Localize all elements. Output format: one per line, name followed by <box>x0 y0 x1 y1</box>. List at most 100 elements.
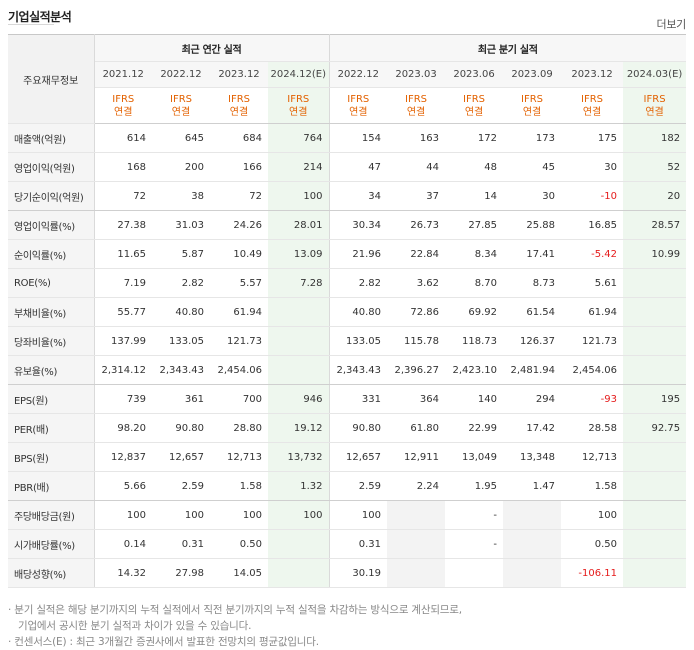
ifrs-badge: IFRS 연결 <box>623 87 687 124</box>
value-cell: 700 <box>210 384 268 414</box>
value-cell: 14.32 <box>94 558 152 588</box>
value-cell: - <box>445 529 504 559</box>
row-label: 시가배당률(%) <box>8 529 95 559</box>
value-cell: 40.80 <box>329 297 388 327</box>
value-cell: 739 <box>94 384 152 414</box>
period-header: 2021.12 <box>94 61 152 88</box>
period-header: 2024.03(E) <box>623 61 687 88</box>
value-cell: 98.20 <box>94 413 152 443</box>
value-cell: 1.95 <box>445 471 504 501</box>
value-cell: 0.50 <box>210 529 268 559</box>
value-cell <box>503 529 562 559</box>
table-row: 당좌비율(%) 137.99 133.05 121.73 133.05 115.78 118… <box>8 326 687 356</box>
value-cell: 214 <box>268 152 330 182</box>
row-label: 순이익률(%) <box>8 239 95 269</box>
consolidated-label: 연결 <box>114 106 133 118</box>
value-cell: 361 <box>152 384 210 414</box>
value-cell: 61.54 <box>503 297 562 327</box>
value-cell: 195 <box>623 384 687 414</box>
value-cell: 2,423.10 <box>445 355 504 385</box>
consolidated-label: 연결 <box>406 106 426 118</box>
value-cell: 764 <box>268 123 330 153</box>
value-cell <box>268 297 330 327</box>
value-cell: 121.73 <box>210 326 268 356</box>
value-cell: 133.05 <box>152 326 210 356</box>
value-cell: 0.50 <box>561 529 624 559</box>
value-cell <box>503 500 562 530</box>
period-header: 2023.06 <box>445 61 504 88</box>
value-cell: 3.62 <box>387 268 446 298</box>
value-cell <box>623 268 687 298</box>
table-row: BPS(원) 12,837 12,657 12,713 13,732 12,657 12,9… <box>8 442 687 472</box>
ifrs-badge: IFRS 연결 <box>210 87 268 124</box>
value-cell: 37 <box>387 181 446 211</box>
row-label: 매출액(억원) <box>8 123 95 153</box>
ifrs-label: IFRS <box>347 93 370 105</box>
value-cell: 1.58 <box>210 471 268 501</box>
value-cell <box>268 326 330 356</box>
value-cell: 48 <box>445 152 504 182</box>
table-row: ROE(%) 7.19 2.82 5.57 7.28 2.82 3.62 8.70 8.73 5.… <box>8 268 687 298</box>
value-cell: 126.37 <box>503 326 562 356</box>
value-cell: 2.24 <box>387 471 446 501</box>
table-row: PBR(배) 5.66 2.59 1.58 1.32 2.59 2.24 1.95 1.47 1.… <box>8 471 687 501</box>
value-cell: 30.34 <box>329 210 388 240</box>
ifrs-badge: IFRS 연결 <box>387 87 446 124</box>
value-cell <box>623 500 687 530</box>
value-cell: 61.94 <box>561 297 624 327</box>
row-label: BPS(원) <box>8 442 95 472</box>
value-cell: -93 <box>561 384 624 414</box>
value-cell: 100 <box>268 500 330 530</box>
value-cell: 1.32 <box>268 471 330 501</box>
period-header: 2024.12(E) <box>268 61 330 88</box>
value-cell: 614 <box>94 123 152 153</box>
consolidated-label: 연결 <box>582 106 602 118</box>
value-cell <box>623 471 687 501</box>
value-cell: 100 <box>152 500 210 530</box>
period-header: 2022.12 <box>152 61 210 88</box>
ifrs-label: IFRS <box>228 93 250 105</box>
value-cell: 7.19 <box>94 268 152 298</box>
value-cell: 28.80 <box>210 413 268 443</box>
value-cell: 26.73 <box>387 210 446 240</box>
value-cell <box>623 355 687 385</box>
ifrs-label: IFRS <box>112 93 135 105</box>
more-link[interactable]: 더보기 <box>656 18 687 31</box>
period-row: 2021.12 2022.12 2023.12 2024.12(E) 2022.12 20… <box>8 61 687 88</box>
value-cell: 1.47 <box>503 471 562 501</box>
value-cell: 121.73 <box>561 326 624 356</box>
value-cell: 175 <box>561 123 624 153</box>
value-cell: 90.80 <box>329 413 388 443</box>
value-cell: 47 <box>329 152 388 182</box>
value-cell: 2.82 <box>152 268 210 298</box>
footnotes: · 분기 실적은 해당 분기까지의 누적 실적에서 직전 분기까지의 누적 실적… <box>8 602 462 650</box>
value-cell: -10 <box>561 181 624 211</box>
value-cell: 172 <box>445 123 504 153</box>
value-cell: 5.57 <box>210 268 268 298</box>
value-cell: 72 <box>210 181 268 211</box>
value-cell: 16.85 <box>561 210 624 240</box>
value-cell: 12,837 <box>94 442 152 472</box>
row-label: 배당성향(%) <box>8 558 95 588</box>
value-cell: - <box>445 500 504 530</box>
value-cell: 55.77 <box>94 297 152 327</box>
consolidated-label: 연결 <box>522 106 542 118</box>
value-cell: 28.57 <box>623 210 687 240</box>
value-cell: 12,911 <box>387 442 446 472</box>
value-cell: 2,481.94 <box>503 355 562 385</box>
value-cell: 5.87 <box>152 239 210 269</box>
value-cell: 331 <box>329 384 388 414</box>
row-label: 영업이익률(%) <box>8 210 95 240</box>
value-cell: 12,657 <box>152 442 210 472</box>
value-cell: 2.59 <box>152 471 210 501</box>
row-label: 부채비율(%) <box>8 297 95 327</box>
value-cell <box>623 442 687 472</box>
ifrs-badge: IFRS 연결 <box>268 87 330 124</box>
row-label: 주당배당금(원) <box>8 500 95 530</box>
table-row: 배당성향(%) 14.32 27.98 14.05 30.19 -106.11 <box>8 558 687 588</box>
consolidated-label: 연결 <box>229 106 249 118</box>
value-cell: 100 <box>210 500 268 530</box>
value-cell: 30 <box>561 152 624 182</box>
value-cell: 118.73 <box>445 326 504 356</box>
period-header: 2023.12 <box>561 61 624 88</box>
